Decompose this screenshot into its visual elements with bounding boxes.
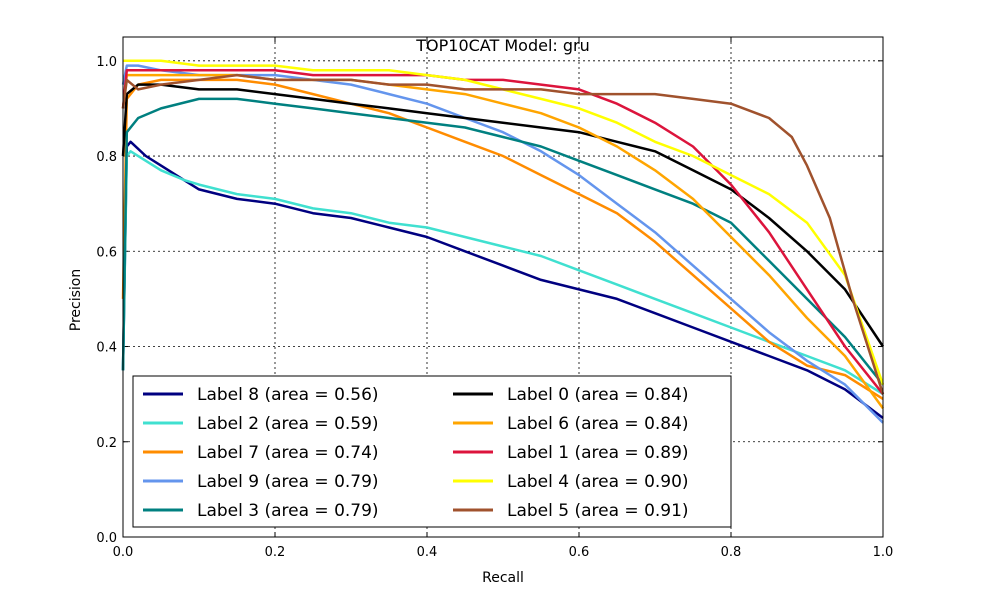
series-line-4: [121, 97, 884, 386]
y-tick-label: 0.8: [96, 150, 117, 165]
x-axis-title: Recall: [482, 570, 524, 586]
x-tick-label: 0.0: [113, 545, 134, 560]
y-tick-label: 1.0: [96, 55, 117, 70]
series-line-9: [121, 73, 885, 395]
series-layer: [121, 59, 885, 424]
legend-label: Label 0 (area = 0.84): [507, 385, 689, 405]
legend-label: Label 9 (area = 0.79): [197, 472, 379, 492]
legend-label: Label 1 (area = 0.89): [507, 443, 689, 463]
legend-label: Label 7 (area = 0.74): [197, 443, 379, 463]
legend-label: Label 2 (area = 0.59): [197, 414, 379, 434]
legend: Label 8 (area = 0.56) Label 2 (area = 0.5…: [132, 375, 732, 528]
legend-label: Label 4 (area = 0.90): [507, 472, 689, 492]
y-tick-label: 0.6: [96, 245, 117, 260]
series-line-8: [123, 59, 885, 386]
tick-layer: 0.0 0.2 0.4 0.6 0.8 1.0 0.0 0.2 0.4 0.6 0.8 1.0: [96, 37, 893, 560]
y-axis-title: Precision: [68, 269, 84, 331]
x-tick-label: 0.8: [721, 545, 742, 560]
legend-box: [132, 375, 732, 528]
series-line-1: [121, 150, 884, 396]
chart-title: TOP10CAT Model: gru: [415, 36, 590, 55]
x-tick-label: 0.4: [417, 545, 438, 560]
y-tick-label: 0.0: [96, 531, 117, 546]
plot-frame: [122, 36, 884, 538]
legend-label: Label 6 (area = 0.84): [507, 414, 689, 434]
y-tick-label: 0.4: [96, 341, 117, 356]
y-tick-label: 0.2: [96, 436, 117, 451]
x-tick-label: 0.6: [569, 545, 590, 560]
x-tick-label: 0.2: [265, 545, 286, 560]
series-line-2: [121, 78, 884, 400]
legend-label: Label 5 (area = 0.91): [507, 501, 689, 521]
legend-label: Label 3 (area = 0.79): [197, 501, 379, 521]
legend-label: Label 8 (area = 0.56): [197, 385, 379, 405]
series-line-0: [121, 140, 884, 419]
x-tick-label: 1.0: [873, 545, 894, 560]
series-line-6: [121, 73, 885, 410]
